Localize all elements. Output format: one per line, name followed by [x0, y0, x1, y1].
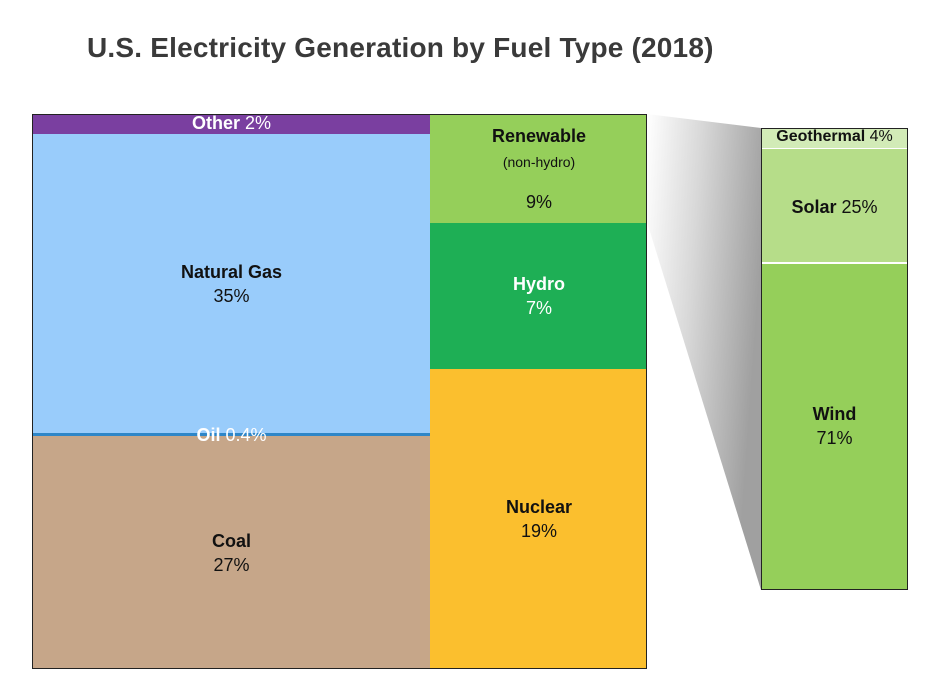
wind-name: Wind: [812, 404, 857, 424]
nuclear-name: Nuclear: [505, 497, 573, 517]
oil-label: Oil 0.4%: [33, 423, 430, 447]
tile-natural-gas: Natural Gas 35%: [33, 134, 430, 434]
coal-value: 27%: [213, 555, 250, 575]
tile-geothermal: Geothermal 4%: [762, 129, 907, 149]
geothermal-value: 4%: [869, 128, 893, 145]
geothermal-name: Geothermal: [776, 128, 866, 145]
treemap: Other 2% Natural Gas 35% Coal 27% Oil 0.…: [32, 114, 647, 669]
tile-hydro: Hydro 7%: [430, 223, 646, 369]
solar-value: 25%: [841, 197, 878, 217]
renewable-breakdown: Geothermal 4% Solar 25% Wind 71%: [761, 128, 908, 590]
hydro-name: Hydro: [512, 274, 565, 294]
tile-wind: Wind 71%: [762, 264, 907, 589]
wind-value: 71%: [816, 428, 853, 448]
renewable-value: 9%: [525, 192, 552, 212]
renewable-note: (non-hydro): [502, 154, 576, 170]
renewable-name: Renewable: [491, 126, 587, 146]
nuclear-value: 19%: [520, 521, 558, 541]
oil-name: Oil: [196, 425, 221, 445]
tile-solar: Solar 25%: [762, 149, 907, 264]
chart-title: U.S. Electricity Generation by Fuel Type…: [87, 32, 714, 63]
tile-renewable: Renewable (non-hydro) 9%: [430, 115, 646, 223]
other-name: Other: [191, 114, 240, 133]
natural-gas-name: Natural Gas: [180, 262, 283, 282]
coal-name: Coal: [211, 531, 251, 551]
oil-value: 0.4%: [225, 425, 267, 445]
tile-coal: Coal 27%: [33, 436, 430, 668]
tile-other: Other 2%: [33, 115, 430, 134]
hydro-value: 7%: [525, 298, 552, 318]
other-value: 2%: [245, 114, 272, 133]
tile-oil: [33, 433, 430, 436]
solar-name: Solar: [791, 197, 837, 217]
natural-gas-value: 35%: [213, 286, 250, 306]
tile-nuclear: Nuclear 19%: [430, 369, 646, 668]
